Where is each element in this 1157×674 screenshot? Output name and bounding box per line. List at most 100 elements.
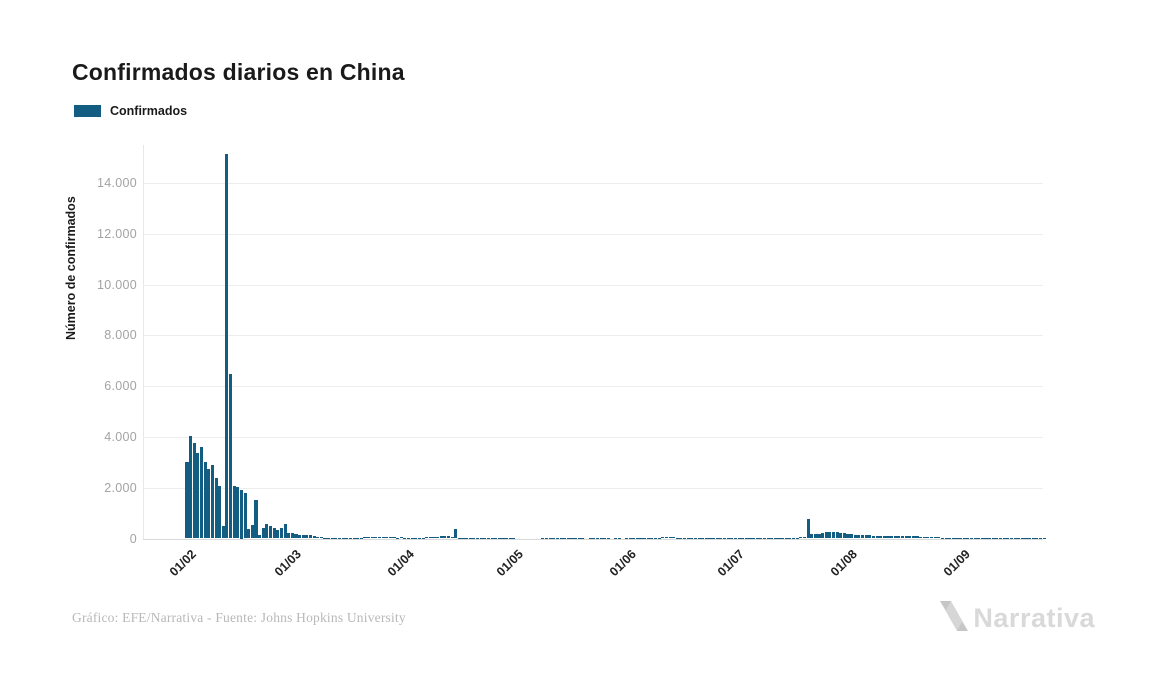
bar <box>919 536 923 539</box>
bar <box>279 527 283 539</box>
x-tick-label: 01/05 <box>493 547 526 580</box>
bar <box>276 530 280 539</box>
bar <box>428 536 432 539</box>
x-tick-label: 01/09 <box>940 547 973 580</box>
bar <box>890 535 894 539</box>
bar <box>243 493 247 539</box>
bar <box>381 536 385 539</box>
source-credit: Gráfico: EFE/Narrativa - Fuente: Johns H… <box>72 610 406 625</box>
bar <box>425 536 429 539</box>
bar <box>966 537 970 539</box>
bar <box>835 532 839 539</box>
y-tick-label: 14.000 <box>96 176 137 190</box>
bar <box>879 535 883 539</box>
x-axis-line <box>143 538 1043 540</box>
bar <box>308 535 313 539</box>
bar <box>693 537 698 539</box>
bar <box>977 537 981 539</box>
bar <box>799 537 803 539</box>
bar <box>781 537 785 539</box>
bar <box>312 535 316 539</box>
bar <box>690 537 694 539</box>
gridline <box>143 284 1043 286</box>
gridline <box>143 436 1043 438</box>
bar <box>446 536 451 539</box>
bar <box>439 535 443 539</box>
bar <box>189 435 193 539</box>
bar <box>853 534 857 539</box>
bar <box>356 537 360 539</box>
bar <box>839 532 843 539</box>
bar <box>210 464 214 539</box>
bar <box>254 500 258 539</box>
bar <box>265 523 269 539</box>
bar <box>403 537 407 539</box>
bar <box>396 537 400 539</box>
bar <box>791 537 796 539</box>
bar <box>882 535 886 539</box>
bar <box>784 537 788 539</box>
narrativa-n-mark-icon <box>939 601 969 636</box>
bar <box>399 537 403 539</box>
bar <box>316 537 320 539</box>
bar <box>788 537 792 539</box>
bar <box>726 537 730 539</box>
bar <box>334 537 338 539</box>
bar <box>937 537 941 539</box>
bar <box>683 537 687 539</box>
bar <box>298 534 302 539</box>
x-tick-label: 01/08 <box>827 547 860 580</box>
bar <box>407 537 411 539</box>
bar <box>712 537 716 539</box>
bar <box>672 537 676 539</box>
bar <box>417 537 421 539</box>
y-tick-label: 0 <box>129 531 137 546</box>
bar <box>897 535 901 539</box>
bar <box>900 535 905 539</box>
bar <box>908 536 912 539</box>
bar <box>287 533 291 539</box>
bar <box>686 537 690 539</box>
y-tick-label: 6.000 <box>104 379 137 394</box>
bar <box>363 537 367 539</box>
bar <box>701 537 705 539</box>
bar <box>457 537 461 539</box>
bar <box>679 537 683 539</box>
bar <box>454 529 458 539</box>
bar <box>926 537 930 539</box>
bar <box>664 537 668 539</box>
bar <box>258 535 262 539</box>
bar <box>708 537 712 539</box>
bar <box>857 534 861 539</box>
bar <box>290 533 294 539</box>
bar <box>472 537 476 539</box>
legend-label: Confirmados <box>110 104 188 118</box>
bar <box>450 537 454 539</box>
bar <box>323 537 327 539</box>
legend-swatch-icon <box>74 105 101 117</box>
bar <box>432 537 436 539</box>
bar <box>236 487 240 539</box>
bar <box>370 537 374 539</box>
gridline <box>143 233 1043 235</box>
gridline <box>143 183 1043 184</box>
bar <box>272 527 276 539</box>
bar <box>991 537 995 539</box>
bar <box>225 154 229 539</box>
bar <box>795 537 799 539</box>
bar <box>192 443 196 539</box>
bar <box>831 532 836 539</box>
gridline <box>143 335 1043 337</box>
bar <box>875 535 879 539</box>
bar <box>203 462 207 539</box>
bar <box>886 535 890 539</box>
bar <box>414 537 418 539</box>
bar <box>410 537 414 539</box>
x-tick-label: 01/03 <box>272 547 305 580</box>
bar <box>777 537 781 539</box>
bar <box>904 535 908 539</box>
bar <box>980 537 984 539</box>
bar <box>802 536 806 539</box>
legend: Confirmados <box>74 104 187 118</box>
bar <box>969 537 974 539</box>
